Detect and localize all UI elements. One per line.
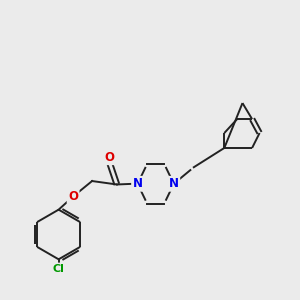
Text: N: N: [133, 177, 142, 190]
Text: O: O: [68, 190, 78, 203]
Text: Cl: Cl: [53, 264, 64, 274]
Text: O: O: [104, 151, 114, 164]
Text: N: N: [169, 177, 179, 190]
